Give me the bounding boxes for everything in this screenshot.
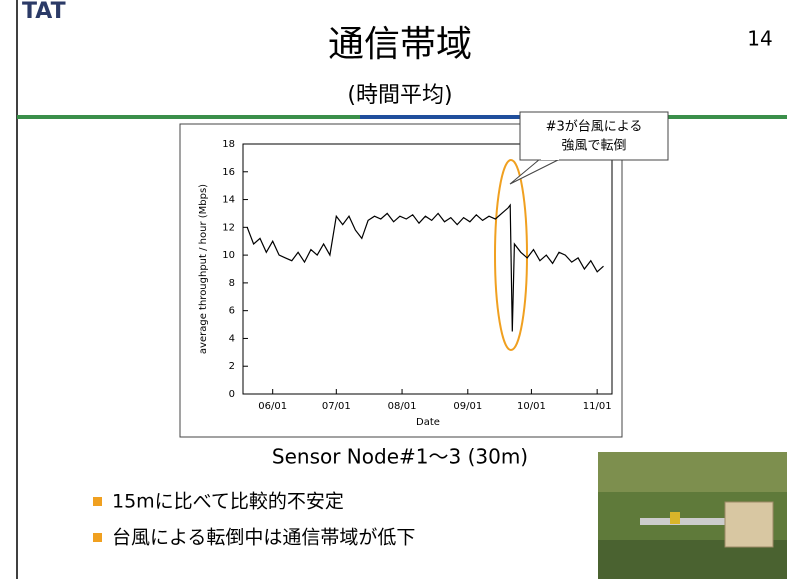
x-tick-label: 10/01 — [517, 401, 546, 412]
y-tick-label: 18 — [222, 139, 235, 150]
bullet: 台風による転倒中は通信帯域が低下 — [112, 527, 415, 549]
bullet-marker — [93, 497, 102, 506]
y-tick-label: 12 — [222, 222, 235, 233]
y-tick-label: 4 — [229, 333, 235, 344]
subtitle: (時間平均) — [347, 83, 452, 108]
bullet: 15mに比べて比較的不安定 — [112, 491, 344, 513]
y-tick-label: 6 — [229, 306, 235, 317]
bullet-marker — [93, 533, 102, 542]
logo: TAT — [22, 0, 66, 24]
y-tick-label: 16 — [222, 167, 235, 178]
callout-text: #3が台風による — [546, 120, 643, 135]
y-tick-label: 0 — [229, 389, 235, 400]
slide-canvas: TAT 通信帯域 (時間平均) 14 Date average throughp… — [0, 0, 787, 579]
x-axis-label: Date — [416, 417, 440, 428]
x-tick-label: 06/01 — [258, 401, 287, 412]
x-tick-label: 09/01 — [453, 401, 482, 412]
chart-frame — [180, 124, 622, 437]
header-rule-accent — [360, 115, 540, 119]
y-tick-label: 10 — [222, 250, 235, 261]
callout-text: 強風で転倒 — [561, 139, 626, 154]
caption: Sensor Node#1～3 (30m) — [272, 445, 528, 469]
slide: TAT 通信帯域 (時間平均) 14 Date average throughp… — [0, 0, 787, 579]
y-tick-label: 14 — [222, 195, 235, 206]
y-tick-label: 2 — [229, 361, 235, 372]
x-tick-label: 07/01 — [322, 401, 351, 412]
x-tick-label: 11/01 — [583, 401, 612, 412]
y-axis-label: average throughput / hour (Mbps) — [198, 184, 209, 354]
x-tick-label: 08/01 — [388, 401, 417, 412]
y-tick-label: 8 — [229, 278, 235, 289]
title: 通信帯域 — [328, 24, 472, 65]
page-number: 14 — [747, 27, 772, 51]
photo — [598, 452, 787, 579]
